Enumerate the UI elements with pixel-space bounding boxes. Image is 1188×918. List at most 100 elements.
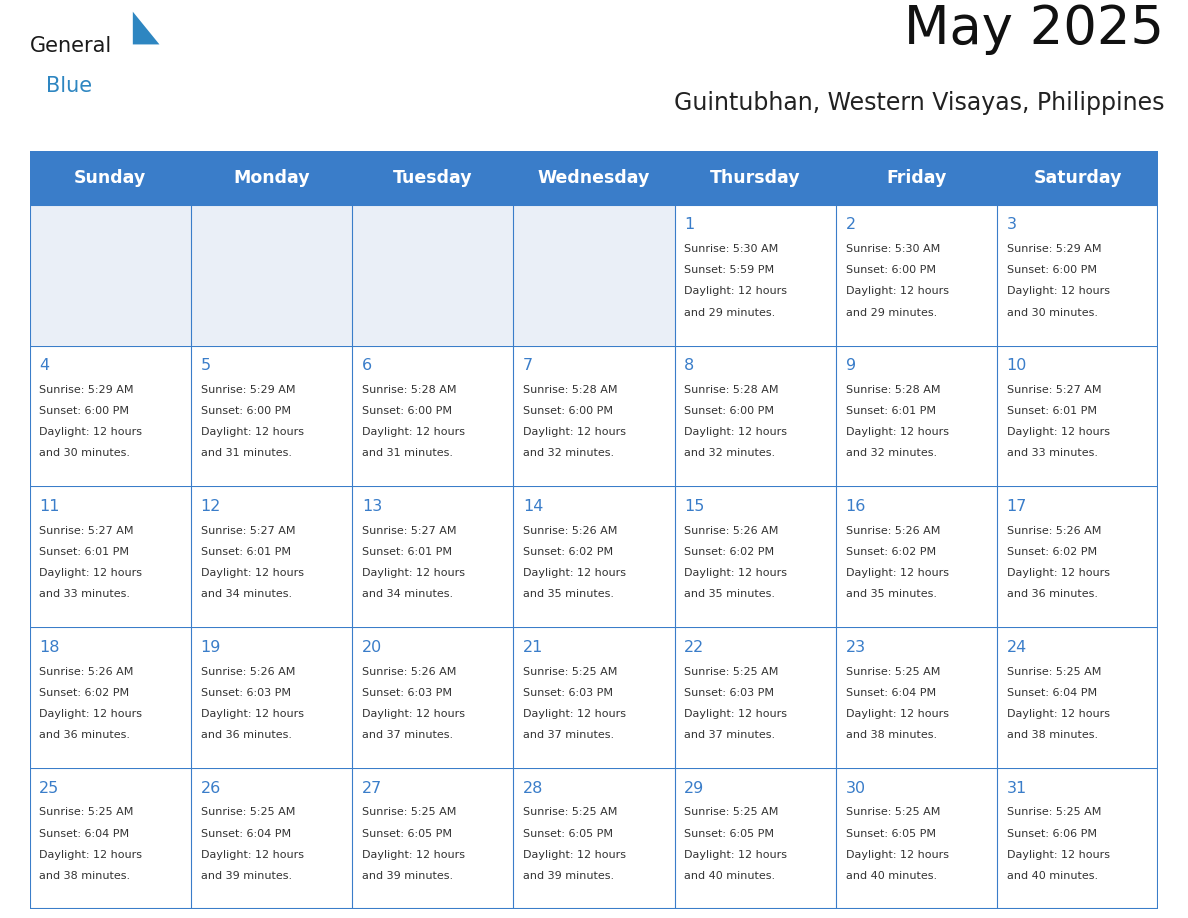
Bar <box>30 205 191 345</box>
Text: Sunrise: 5:27 AM: Sunrise: 5:27 AM <box>39 526 134 536</box>
Text: and 38 minutes.: and 38 minutes. <box>1006 730 1098 740</box>
Text: and 40 minutes.: and 40 minutes. <box>846 871 936 880</box>
Bar <box>675 345 836 487</box>
Text: Daylight: 12 hours: Daylight: 12 hours <box>523 427 626 437</box>
Text: Daylight: 12 hours: Daylight: 12 hours <box>39 568 143 578</box>
Text: 24: 24 <box>1006 640 1026 655</box>
Text: Daylight: 12 hours: Daylight: 12 hours <box>1006 850 1110 859</box>
Text: Guintubhan, Western Visayas, Philippines: Guintubhan, Western Visayas, Philippines <box>674 91 1164 115</box>
Bar <box>352 627 513 768</box>
Text: Sunrise: 5:25 AM: Sunrise: 5:25 AM <box>1006 666 1101 677</box>
Text: Sunrise: 5:25 AM: Sunrise: 5:25 AM <box>39 808 134 817</box>
Text: Sunset: 6:04 PM: Sunset: 6:04 PM <box>201 829 291 838</box>
Bar <box>513 487 675 627</box>
Text: 17: 17 <box>1006 499 1028 514</box>
Text: Sunrise: 5:27 AM: Sunrise: 5:27 AM <box>362 526 456 536</box>
Text: Sunrise: 5:30 AM: Sunrise: 5:30 AM <box>846 244 940 254</box>
Text: 10: 10 <box>1006 358 1028 374</box>
Text: and 35 minutes.: and 35 minutes. <box>846 589 936 599</box>
Text: Wednesday: Wednesday <box>538 169 650 187</box>
Text: Sunset: 6:03 PM: Sunset: 6:03 PM <box>523 688 613 698</box>
Text: Sunrise: 5:26 AM: Sunrise: 5:26 AM <box>39 666 134 677</box>
Text: and 40 minutes.: and 40 minutes. <box>684 871 776 880</box>
Text: and 34 minutes.: and 34 minutes. <box>362 589 453 599</box>
Bar <box>836 205 997 345</box>
Text: Sunrise: 5:25 AM: Sunrise: 5:25 AM <box>362 808 456 817</box>
Text: 28: 28 <box>523 780 543 796</box>
Text: May 2025: May 2025 <box>904 3 1164 55</box>
Text: Blue: Blue <box>46 75 93 95</box>
Text: and 37 minutes.: and 37 minutes. <box>523 730 614 740</box>
Text: 13: 13 <box>362 499 383 514</box>
Text: Sunset: 6:05 PM: Sunset: 6:05 PM <box>846 829 935 838</box>
Bar <box>997 345 1158 487</box>
Bar <box>997 487 1158 627</box>
Bar <box>30 768 191 909</box>
Text: Daylight: 12 hours: Daylight: 12 hours <box>684 850 788 859</box>
Text: Sunrise: 5:25 AM: Sunrise: 5:25 AM <box>846 666 940 677</box>
Text: 26: 26 <box>201 780 221 796</box>
Text: Daylight: 12 hours: Daylight: 12 hours <box>684 568 788 578</box>
Text: and 38 minutes.: and 38 minutes. <box>846 730 936 740</box>
Bar <box>30 487 191 627</box>
Text: 15: 15 <box>684 499 704 514</box>
Text: 31: 31 <box>1006 780 1026 796</box>
Text: 21: 21 <box>523 640 543 655</box>
Text: Sunset: 6:02 PM: Sunset: 6:02 PM <box>846 547 936 557</box>
Text: and 39 minutes.: and 39 minutes. <box>201 871 292 880</box>
Text: and 30 minutes.: and 30 minutes. <box>39 448 131 458</box>
Text: Sunrise: 5:25 AM: Sunrise: 5:25 AM <box>846 808 940 817</box>
Text: Daylight: 12 hours: Daylight: 12 hours <box>846 709 948 719</box>
Text: Daylight: 12 hours: Daylight: 12 hours <box>201 709 304 719</box>
Text: Sunset: 6:02 PM: Sunset: 6:02 PM <box>1006 547 1097 557</box>
Text: Daylight: 12 hours: Daylight: 12 hours <box>362 850 465 859</box>
Text: Sunrise: 5:30 AM: Sunrise: 5:30 AM <box>684 244 778 254</box>
Text: and 36 minutes.: and 36 minutes. <box>1006 589 1098 599</box>
Text: Sunrise: 5:25 AM: Sunrise: 5:25 AM <box>1006 808 1101 817</box>
Text: and 39 minutes.: and 39 minutes. <box>362 871 453 880</box>
Text: Daylight: 12 hours: Daylight: 12 hours <box>523 709 626 719</box>
Text: and 36 minutes.: and 36 minutes. <box>201 730 291 740</box>
Text: 14: 14 <box>523 499 543 514</box>
Bar <box>352 487 513 627</box>
Text: and 35 minutes.: and 35 minutes. <box>523 589 614 599</box>
Text: and 29 minutes.: and 29 minutes. <box>846 308 937 318</box>
Text: and 33 minutes.: and 33 minutes. <box>39 589 131 599</box>
Text: 7: 7 <box>523 358 533 374</box>
Text: and 37 minutes.: and 37 minutes. <box>362 730 453 740</box>
Text: Sunrise: 5:29 AM: Sunrise: 5:29 AM <box>39 385 134 395</box>
Text: and 31 minutes.: and 31 minutes. <box>362 448 453 458</box>
Text: Sunrise: 5:26 AM: Sunrise: 5:26 AM <box>1006 526 1101 536</box>
Text: Sunrise: 5:28 AM: Sunrise: 5:28 AM <box>684 385 779 395</box>
Text: 20: 20 <box>362 640 383 655</box>
Text: 3: 3 <box>1006 218 1017 232</box>
Bar <box>997 205 1158 345</box>
Text: Sunset: 6:01 PM: Sunset: 6:01 PM <box>362 547 451 557</box>
Text: 8: 8 <box>684 358 695 374</box>
Text: 29: 29 <box>684 780 704 796</box>
Text: Daylight: 12 hours: Daylight: 12 hours <box>201 427 304 437</box>
Text: Sunset: 6:03 PM: Sunset: 6:03 PM <box>362 688 451 698</box>
Text: Sunday: Sunday <box>74 169 146 187</box>
Text: 9: 9 <box>846 358 855 374</box>
Text: Friday: Friday <box>886 169 947 187</box>
Text: Sunset: 6:04 PM: Sunset: 6:04 PM <box>39 829 129 838</box>
Bar <box>997 627 1158 768</box>
Text: Sunrise: 5:27 AM: Sunrise: 5:27 AM <box>1006 385 1101 395</box>
Bar <box>191 487 352 627</box>
Text: 4: 4 <box>39 358 50 374</box>
Text: Sunset: 6:01 PM: Sunset: 6:01 PM <box>1006 406 1097 416</box>
Text: Daylight: 12 hours: Daylight: 12 hours <box>523 850 626 859</box>
Text: Sunset: 6:03 PM: Sunset: 6:03 PM <box>201 688 291 698</box>
Text: Daylight: 12 hours: Daylight: 12 hours <box>362 427 465 437</box>
Bar <box>836 627 997 768</box>
Text: Sunrise: 5:25 AM: Sunrise: 5:25 AM <box>201 808 295 817</box>
Text: Sunset: 6:02 PM: Sunset: 6:02 PM <box>39 688 129 698</box>
Text: Sunrise: 5:27 AM: Sunrise: 5:27 AM <box>201 526 295 536</box>
Bar <box>352 205 513 345</box>
Text: Daylight: 12 hours: Daylight: 12 hours <box>39 427 143 437</box>
Text: Daylight: 12 hours: Daylight: 12 hours <box>1006 427 1110 437</box>
Text: Sunset: 6:00 PM: Sunset: 6:00 PM <box>523 406 613 416</box>
Text: Daylight: 12 hours: Daylight: 12 hours <box>362 709 465 719</box>
Bar <box>513 627 675 768</box>
